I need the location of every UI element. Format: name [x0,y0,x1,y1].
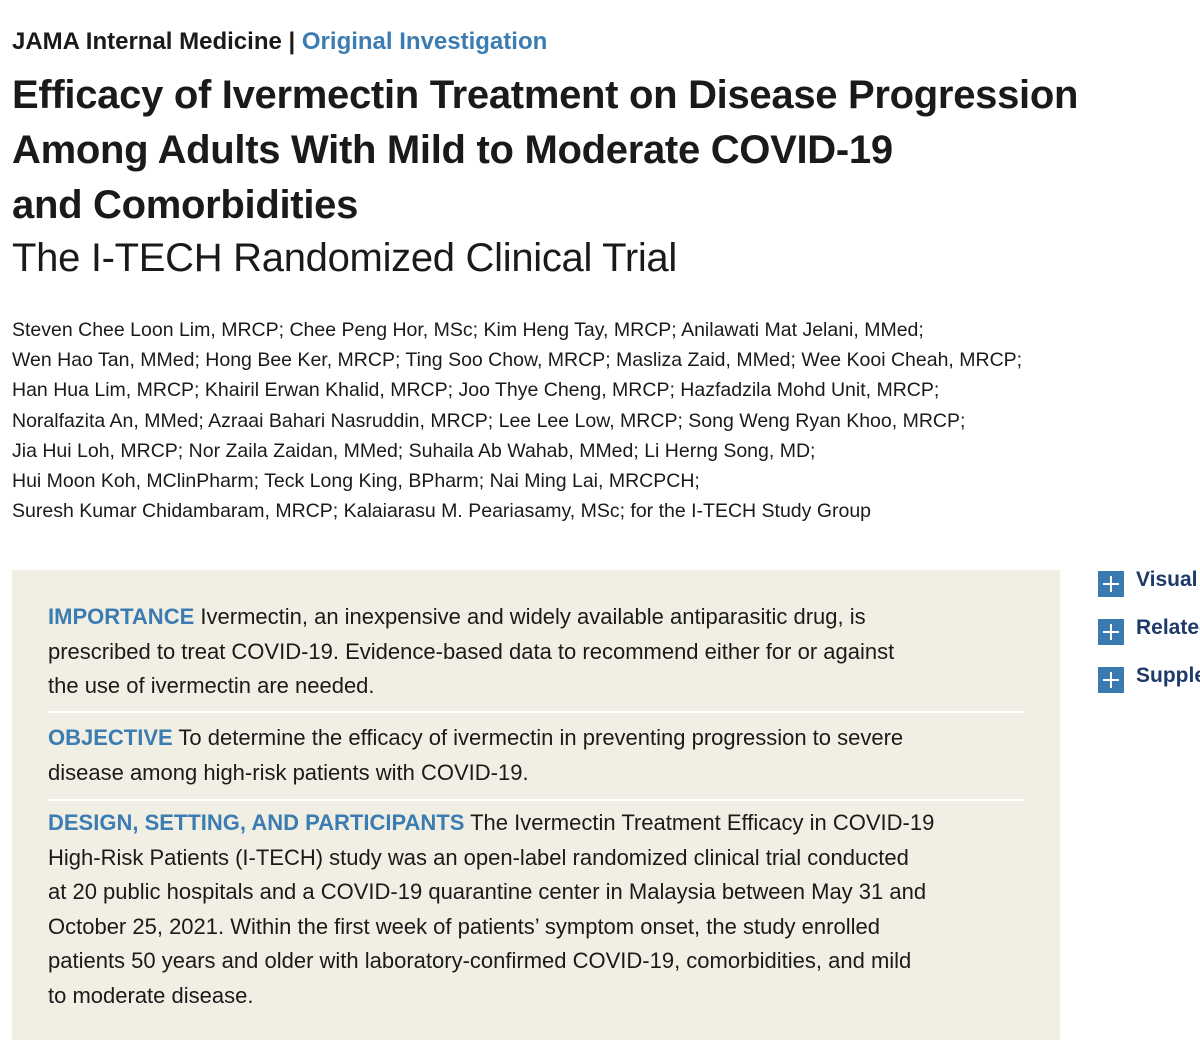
side-link[interactable]: Supple [1136,664,1200,687]
divider [47,799,1025,801]
abstract-line: disease among high-risk patients with CO… [48,759,529,785]
author-line: Wen Hao Tan, MMed; Hong Bee Ker, MRCP; T… [12,349,1023,372]
abstract-line: at 20 public hospitals and a COVID-19 qu… [48,879,927,905]
abstract-line: patients 50 years and older with laborat… [48,948,912,974]
section-text: Ivermectin, an inexpensive and widely av… [200,604,866,629]
side-link[interactable]: Visual A [1136,568,1200,591]
title-line: Among Adults With Mild to Moderate COVID… [12,128,893,172]
author-line: Steven Chee Loon Lim, MRCP; Chee Peng Ho… [12,319,924,341]
section-label: OBJECTIVE [48,725,173,750]
title-line: and Comorbidities [12,183,359,227]
journal: JAMA Internal Medicine [12,28,282,55]
abstract-box [12,570,1060,1040]
abstract-line: High-Risk Patients (I-TECH) study was an… [48,844,909,870]
abstract-line: IMPORTANCE Ivermectin, an inexpensive an… [48,600,866,634]
section[interactable]: Original Investigation [301,28,548,55]
author-line: Suresh Kumar Chidambaram, MRCP; Kalaiara… [12,500,872,523]
header: JAMA Internal Medicine | Original Invest… [12,28,547,56]
subtitle: The I-TECH Randomized Clinical Trial [12,236,677,280]
abstract-line: OBJECTIVE To determine the efficacy of i… [48,721,903,755]
section-text: To determine the efficacy of ivermectin … [178,725,904,750]
section-text: The Ivermectin Treatment Efficacy in COV… [470,810,935,835]
section-label: DESIGN, SETTING, AND PARTICIPANTS [48,810,465,835]
side-link[interactable]: Relatec [1136,616,1200,639]
author-line: Hui Moon Koh, MClinPharm; Teck Long King… [12,470,700,492]
abstract-line: October 25, 2021. Within the first week … [48,913,880,939]
abstract-line: the use of ivermectin are needed. [48,673,375,699]
author-line: Jia Hui Loh, MRCP; Nor Zaila Zaidan, MMe… [12,439,816,462]
abstract-line: DESIGN, SETTING, AND PARTICIPANTS The Iv… [48,806,934,840]
author-line: Noralfazita An, MMed; Azraai Bahari Nasr… [12,409,966,432]
author-line: Han Hua Lim, MRCP; Khairil Erwan Khalid,… [12,379,940,402]
expand-icon[interactable] [1098,619,1124,645]
separator: | [288,28,296,55]
title-line: Efficacy of Ivermectin Treatment on Dise… [12,73,1079,117]
divider [47,711,1025,713]
expand-icon[interactable] [1098,667,1124,693]
expand-icon[interactable] [1098,571,1124,597]
abstract-line: to moderate disease. [48,983,254,1008]
section-label: IMPORTANCE [48,604,195,629]
abstract-line: prescribed to treat COVID-19. Evidence-b… [48,638,895,664]
